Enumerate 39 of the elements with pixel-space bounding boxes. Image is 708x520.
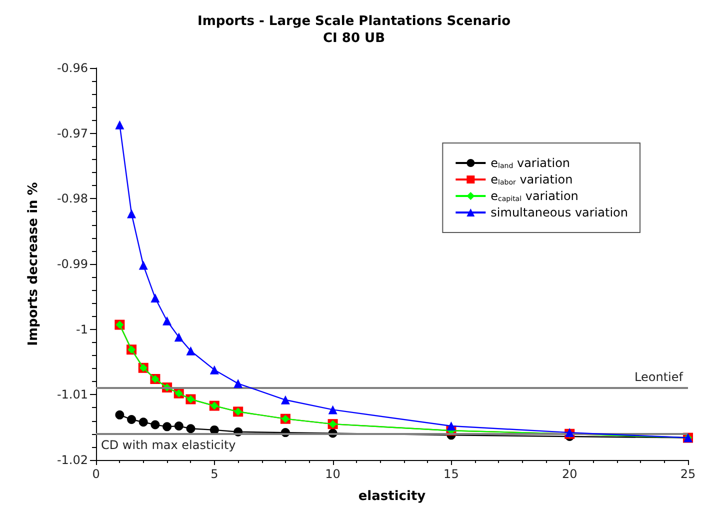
point (186, 346, 196, 356)
x-tick-label: 15 (444, 467, 459, 481)
ref-line-label: CD with max elasticity (101, 438, 236, 452)
x-tick-label: 10 (325, 467, 340, 481)
point (280, 395, 290, 404)
y-axis-title: Imports decrease in % (26, 182, 41, 346)
y-tick-label: -0.98 (56, 192, 88, 206)
point (174, 422, 184, 431)
point (127, 414, 136, 424)
y-tick-label: -1 (76, 322, 88, 336)
point (446, 422, 456, 431)
y-tick-label: -0.97 (56, 126, 88, 140)
point (234, 379, 243, 388)
point (150, 420, 160, 430)
ref-line-label: Leontief (634, 370, 684, 384)
point (328, 405, 338, 414)
point (162, 316, 172, 326)
y-tick-label: -0.96 (56, 61, 88, 75)
x-tick-label: 20 (562, 467, 578, 481)
y-tick-label: -1.01 (56, 388, 88, 402)
point (138, 418, 148, 427)
point (174, 332, 184, 342)
point (162, 422, 172, 432)
point (115, 410, 124, 420)
point (210, 365, 219, 374)
y-tick-label: -1.02 (56, 453, 88, 467)
x-tick-label: 25 (680, 467, 696, 481)
y-tick-label: -0.99 (56, 257, 88, 271)
point (138, 260, 148, 270)
x-axis-title: elasticity (358, 489, 426, 504)
legend-label: simultaneous variation (490, 206, 628, 220)
point (186, 424, 196, 434)
chart-title: Imports - Large Scale Plantations Scenario (197, 14, 511, 29)
point (115, 120, 124, 130)
point (127, 209, 136, 218)
point (150, 293, 160, 302)
x-tick-label: 5 (210, 467, 218, 481)
x-tick-label: 0 (92, 467, 100, 481)
chart-subtitle: CI 80 UB (323, 31, 385, 46)
